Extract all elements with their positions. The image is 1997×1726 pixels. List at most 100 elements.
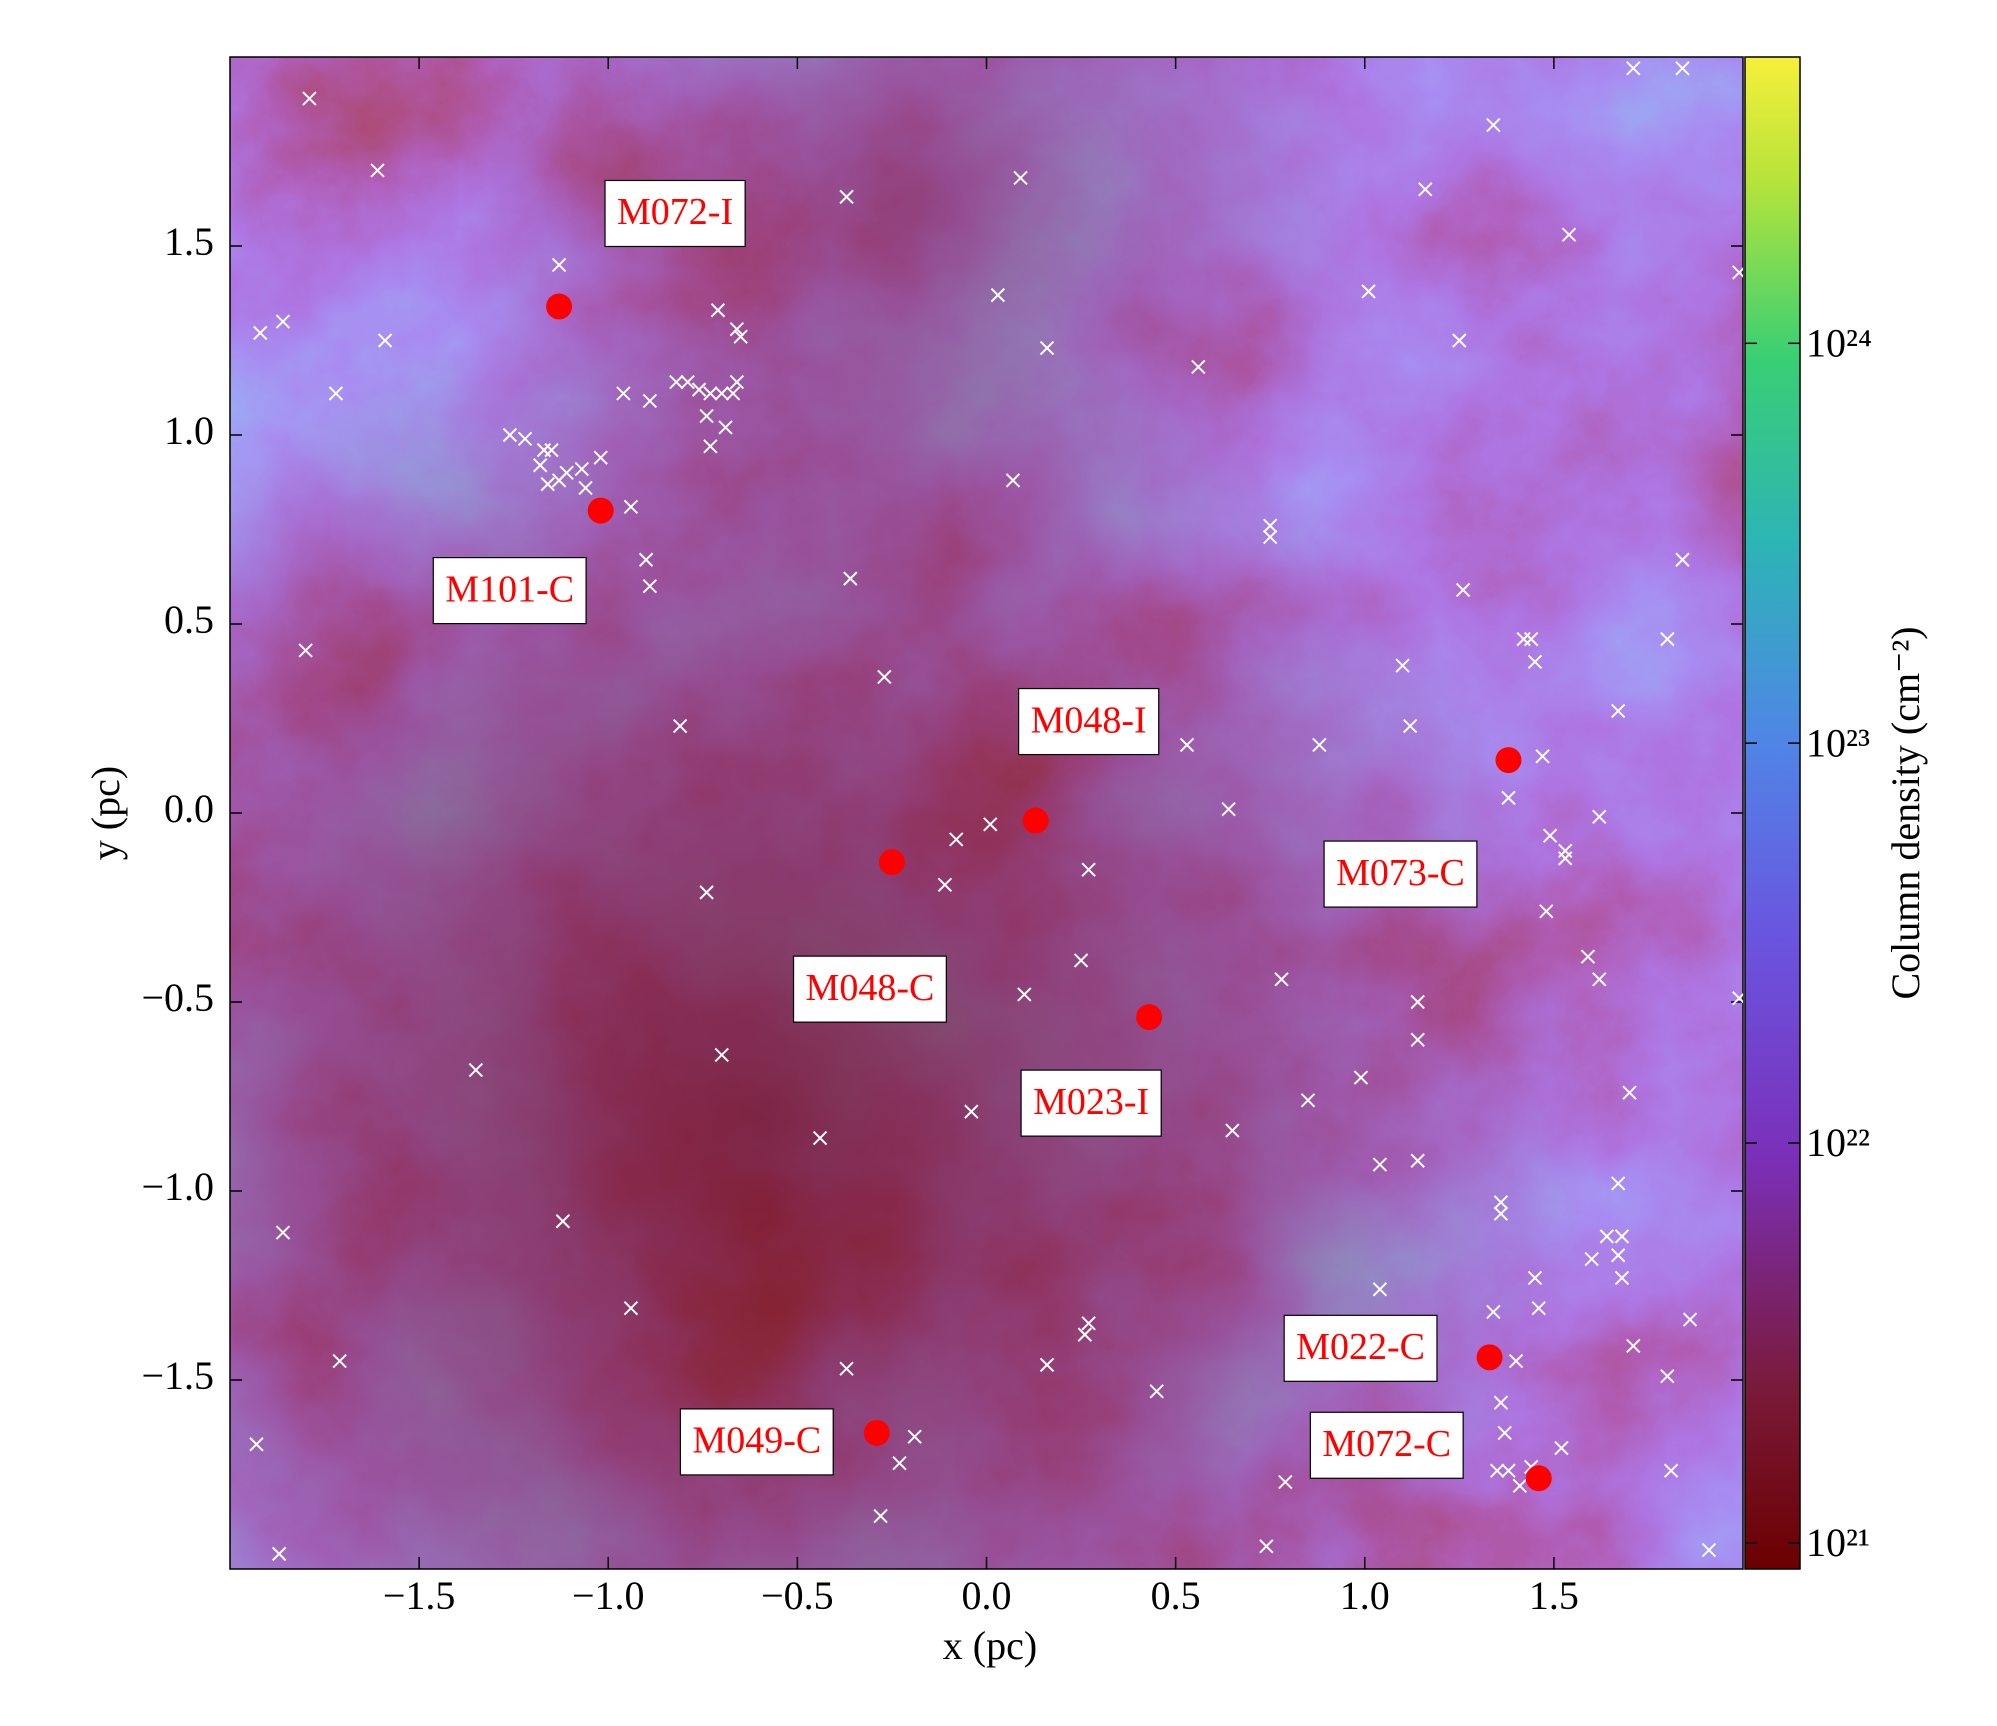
colorbar-tick-label: 10²¹ xyxy=(1806,1520,1870,1565)
sink-marker xyxy=(616,386,631,401)
sink-marker xyxy=(642,578,658,594)
sink-marker-stroke xyxy=(1452,333,1467,348)
sink-marker xyxy=(578,480,593,496)
core-marker xyxy=(878,849,905,876)
sink-marker xyxy=(949,832,964,847)
annotation-box xyxy=(1309,1411,1464,1479)
sink-marker xyxy=(873,1508,888,1524)
sink-marker-stroke xyxy=(275,314,291,329)
sink-marker-stroke xyxy=(1610,1248,1626,1263)
sink-marker xyxy=(714,386,729,401)
sink-marker xyxy=(1300,1093,1316,1108)
sink-marker-stroke xyxy=(718,420,733,435)
sink-marker xyxy=(559,465,574,481)
annotation-label: M023-I xyxy=(1033,1081,1149,1123)
sink-marker xyxy=(1542,828,1558,843)
sink-marker xyxy=(1614,1229,1630,1244)
sink-marker-stroke xyxy=(1372,1282,1388,1297)
sink-marker-stroke xyxy=(377,333,393,348)
sink-marker xyxy=(990,287,1006,303)
sink-marker xyxy=(1527,654,1543,670)
sink-marker-stroke xyxy=(1486,117,1501,133)
sink-marker-stroke xyxy=(555,1214,571,1229)
annotations: M072-I M101-C M048-I M048-C M023-I M073-C M022… xyxy=(432,179,1552,1492)
core-marker xyxy=(1022,807,1049,834)
sink-marker xyxy=(1660,1369,1675,1384)
sink-marker-stroke xyxy=(729,374,745,390)
sink-marker xyxy=(271,1546,287,1562)
sink-marker xyxy=(964,1104,979,1119)
x-tick-label: 1.5 xyxy=(1529,1573,1579,1618)
sink-marker-stroke xyxy=(249,1437,264,1452)
sink-marker-stroke xyxy=(1622,1085,1637,1100)
sink-marker xyxy=(1225,1123,1240,1138)
sink-marker-stroke xyxy=(680,374,695,390)
sink-marker xyxy=(714,1047,729,1063)
annotation-box xyxy=(1283,1314,1438,1382)
sink-marker xyxy=(1312,737,1327,753)
sink-marker-stroke xyxy=(642,578,658,594)
sink-marker xyxy=(1486,117,1501,133)
sink-marker-stroke xyxy=(1614,1270,1630,1286)
sink-marker-stroke xyxy=(1005,473,1021,488)
sink-marker-stroke xyxy=(1531,1300,1546,1316)
sink-marker-stroke xyxy=(729,321,745,337)
sink-marker-stroke xyxy=(551,257,567,273)
sink-marker-stroke xyxy=(1523,1459,1539,1475)
sink-marker-stroke xyxy=(1561,227,1577,242)
core-marker xyxy=(1525,1465,1552,1492)
sink-marker xyxy=(1497,1425,1512,1441)
sink-marker-stroke xyxy=(1675,61,1690,76)
colorbar-tick-label: 10²³ xyxy=(1806,720,1870,765)
x-axis-label: x (pc) xyxy=(943,1623,1037,1668)
sink-marker-stroke xyxy=(1262,529,1278,545)
sink-marker xyxy=(1039,1357,1055,1373)
sink-marker xyxy=(1584,1251,1599,1267)
y-tick-label: 0.0 xyxy=(164,786,214,831)
annotation-label: M048-C xyxy=(806,967,935,1009)
sink-marker-stroke xyxy=(990,287,1006,303)
sink-marker-stroke xyxy=(669,374,684,390)
annotation-label: M073-C xyxy=(1336,852,1465,894)
sink-marker-stroke xyxy=(937,877,953,893)
sink-marker xyxy=(1501,1463,1516,1478)
sink-marker-stroke xyxy=(1402,718,1418,734)
sink-marker-stroke xyxy=(1372,1157,1388,1172)
sink-marker-stroke xyxy=(1660,1369,1675,1384)
sink-marker-stroke xyxy=(1539,904,1554,919)
sink-marker xyxy=(1732,991,1743,1006)
sink-marker-stroke xyxy=(699,408,714,424)
core-marker xyxy=(546,293,573,320)
sink-marker xyxy=(1732,265,1743,280)
x-tick-label: 0.0 xyxy=(962,1573,1012,1618)
annotation-box xyxy=(1020,1069,1162,1137)
sink-marker-stroke xyxy=(1410,1032,1425,1048)
sink-marker-stroke xyxy=(703,386,718,401)
sink-marker xyxy=(710,303,726,318)
sink-marker xyxy=(1073,953,1089,968)
sink-marker-stroke xyxy=(877,669,892,685)
sink-marker-stroke xyxy=(1592,972,1607,987)
sink-marker-stroke xyxy=(574,461,589,477)
sink-marker xyxy=(1455,582,1471,598)
sink-marker-stroke xyxy=(1599,1229,1615,1244)
sink-marker-stroke xyxy=(1580,949,1596,964)
sink-marker xyxy=(1561,227,1577,242)
sink-marker-stroke xyxy=(370,163,385,178)
sink-marker xyxy=(1372,1282,1388,1297)
sink-marker-stroke xyxy=(638,552,654,567)
sink-marker-stroke xyxy=(1523,631,1539,647)
sink-marker xyxy=(332,1353,347,1369)
sink-marker xyxy=(1626,1338,1641,1354)
sink-marker-stroke xyxy=(710,303,726,318)
sink-marker xyxy=(839,189,854,205)
sink-marker xyxy=(1410,994,1425,1010)
sink-marker-stroke xyxy=(1592,809,1607,824)
annotation-label: M049-C xyxy=(692,1420,821,1462)
y-axis-label: y (pc) xyxy=(83,766,128,860)
sink-marker xyxy=(1081,1316,1096,1331)
sink-marker xyxy=(1410,1032,1425,1048)
sink-marker xyxy=(733,329,748,344)
x-tick-label: −0.5 xyxy=(761,1573,834,1618)
sink-marker-stroke xyxy=(1077,1327,1093,1342)
